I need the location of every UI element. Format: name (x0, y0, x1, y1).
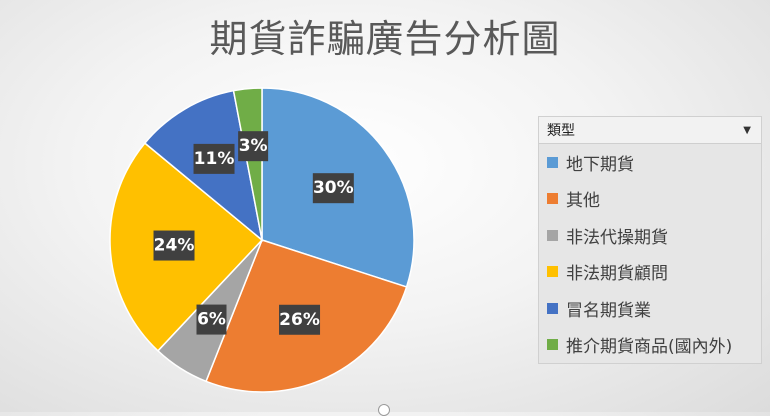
data-label-box-4 (193, 143, 235, 174)
legend-swatch (547, 266, 558, 278)
data-label-text-4: 11% (194, 149, 235, 169)
data-label-box-2 (196, 304, 227, 335)
legend-item-2[interactable]: 非法代操期貨 (539, 217, 761, 254)
legend-item-3[interactable]: 非法期貨顧問 (539, 254, 761, 291)
legend-swatch (547, 229, 558, 241)
legend-title: 類型 (547, 123, 575, 139)
pie-data-labels: 30% 26% 6% 24% 11%3% (153, 131, 354, 335)
data-label-text-2: 6% (197, 310, 226, 330)
data-label-box-5 (238, 131, 269, 162)
data-label-box-3 (153, 230, 195, 261)
legend-item-5[interactable]: 推介期貨商品(國內外) (539, 327, 761, 364)
data-label-text-1: 26% (279, 310, 320, 330)
data-label-2: 6% (196, 304, 227, 335)
pie-slice-5[interactable] (232, 87, 263, 241)
legend-swatch (547, 156, 558, 168)
data-label-0: 30% (312, 173, 354, 204)
data-label-text-5: 3% (239, 136, 268, 156)
legend: 類型 ▼ 地下期貨其他非法代操期貨 非法期貨顧問 冒名期貨業推介期貨商品(國內外) (538, 116, 762, 364)
circle-handle-icon[interactable] (378, 404, 390, 416)
data-label-text-0: 30% (313, 178, 354, 198)
data-label-5: 3% (238, 131, 269, 162)
legend-header[interactable]: 類型 ▼ (539, 117, 761, 144)
legend-item-4[interactable]: 冒名期貨業 (539, 290, 761, 327)
chart-title: 期貨詐騙廣告分析圖 (209, 17, 561, 61)
data-label-4: 11% (193, 143, 235, 174)
chevron-down-icon[interactable]: ▼ (743, 124, 751, 136)
legend-label: 非法代操期貨 (566, 227, 668, 248)
legend-label: 推介期貨商品(國內外) (566, 337, 733, 358)
data-label-box-1 (279, 304, 321, 335)
data-label-text-3: 24% (154, 236, 195, 256)
legend-swatch (547, 193, 558, 205)
legend-item-0[interactable]: 地下期貨 (539, 144, 761, 181)
legend-items: 地下期貨其他非法代操期貨 非法期貨顧問 冒名期貨業推介期貨商品(國內外) (539, 144, 761, 363)
legend-label: 其他 (566, 191, 600, 212)
legend-swatch (547, 339, 558, 351)
data-label-3: 24% (153, 230, 195, 261)
data-label-box-0 (312, 173, 354, 204)
data-label-1: 26% (279, 304, 321, 335)
legend-label: 地下期貨 (566, 154, 634, 175)
legend-item-1[interactable]: 其他 (539, 181, 761, 218)
legend-label: 冒名期貨業 (566, 300, 651, 321)
legend-label: 非法期貨顧問 (566, 264, 668, 285)
legend-swatch (547, 302, 558, 314)
